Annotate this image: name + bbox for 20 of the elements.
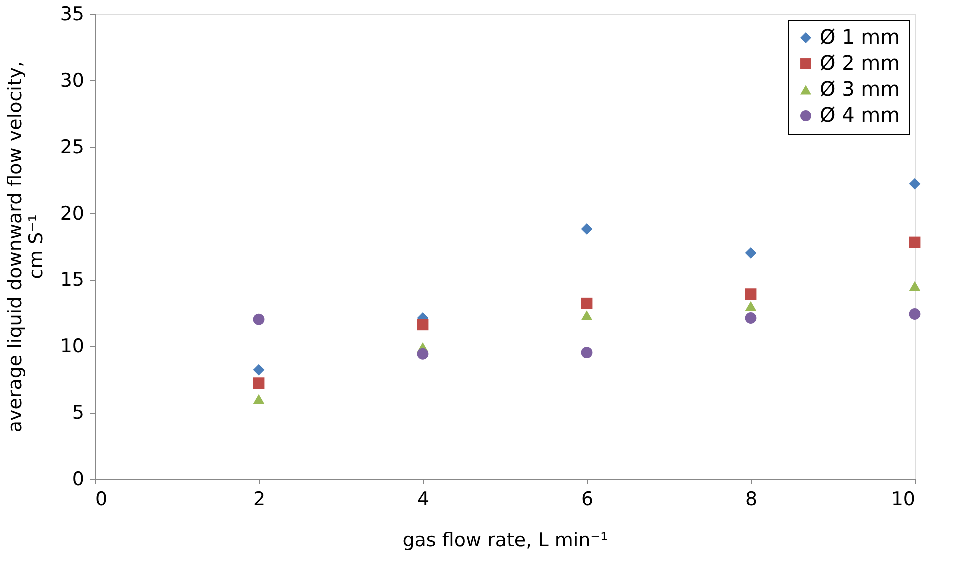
x-tick-label: 4: [417, 488, 430, 510]
y-tick-label: 35: [60, 4, 84, 26]
y-tick-label: 25: [60, 136, 84, 158]
legend-label: Ø 2 mm: [820, 51, 900, 75]
legend-label: Ø 1 mm: [820, 25, 900, 49]
x-axis-title: gas flow rate, L min⁻¹: [402, 530, 608, 552]
y-tick-label: 30: [60, 70, 84, 92]
y-tick-label: 20: [60, 202, 84, 225]
y-tick-label: 10: [60, 336, 84, 358]
y-tick-label: 15: [60, 269, 84, 292]
legend-label: Ø 3 mm: [820, 77, 900, 101]
x-tick-label: 8: [745, 488, 758, 510]
y-axis-title: average liquid downward flow velocity, cm S⁻¹: [4, 61, 48, 433]
x-tick-label: 0: [96, 488, 108, 510]
y-tick-label: 0: [72, 468, 84, 490]
legend-label: Ø 4 mm: [820, 103, 900, 127]
x-tick-label: 10: [891, 488, 916, 510]
y-tick-label: 5: [72, 402, 84, 424]
x-tick-label: 2: [253, 488, 266, 510]
x-tick-label: 6: [581, 488, 594, 510]
